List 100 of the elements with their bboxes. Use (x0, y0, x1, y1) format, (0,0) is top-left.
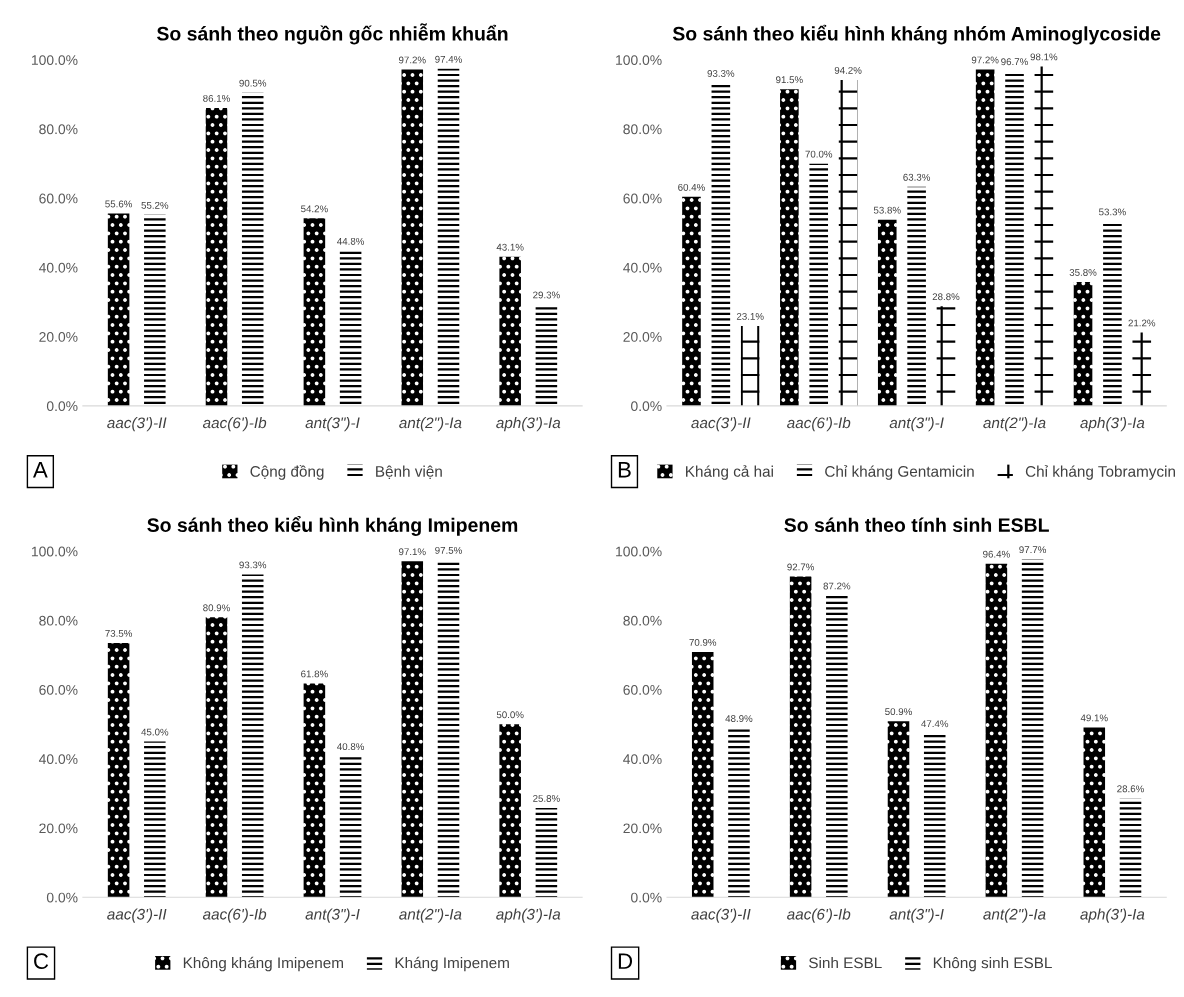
x-tick-label: aph(3')-Ia (496, 908, 561, 923)
data-label: 86.1% (203, 94, 230, 102)
bar (401, 69, 424, 406)
legend-label: Không kháng Imipenem (183, 956, 343, 972)
x-tick-label: aph(3')-Ia (1080, 908, 1145, 923)
data-label: 21.2% (1128, 319, 1156, 327)
bar (711, 83, 731, 406)
bar (241, 574, 264, 898)
bar (1021, 559, 1044, 898)
bar (437, 559, 460, 898)
bar (401, 561, 424, 898)
y-tick-label: 40.0% (623, 262, 662, 273)
data-label: 48.9% (725, 715, 753, 722)
bar (780, 89, 799, 406)
y-tick-label: 80.0% (623, 124, 662, 135)
bar (838, 79, 858, 406)
bar (144, 214, 166, 406)
bar (826, 595, 848, 898)
bar (144, 741, 166, 898)
data-label: 94.2% (834, 66, 862, 74)
bar (205, 107, 228, 406)
data-label: 97.2% (398, 56, 426, 64)
x-tick-label: ant(2")-Ia (983, 908, 1046, 923)
data-label: 55.2% (141, 201, 169, 209)
bar (740, 325, 760, 406)
data-label: 55.6% (105, 200, 133, 208)
data-label: 29.3% (533, 291, 560, 299)
data-label: 96.4% (983, 550, 1010, 558)
bar (535, 304, 558, 406)
x-tick-label: ant(3")-I (305, 908, 360, 923)
data-label: 28.8% (932, 293, 960, 301)
y-tick-label: 100.0% (31, 55, 78, 65)
bar (691, 651, 714, 898)
bar (1005, 71, 1024, 406)
legend-label: Cộng đồng (250, 464, 324, 480)
data-label: 91.5% (776, 76, 803, 84)
bar (682, 196, 701, 406)
data-label: 45.0% (141, 728, 169, 736)
bar (1119, 798, 1142, 898)
data-label: 53.8% (873, 206, 901, 214)
data-label: 97.7% (1019, 546, 1047, 554)
y-tick-label: 100.0% (31, 546, 78, 557)
x-tick-label: ant(2")-Ia (399, 908, 462, 923)
legend-label: Kháng Imipenem (395, 956, 509, 972)
y-tick-label: 0.0% (46, 892, 78, 903)
y-tick-label: 0.0% (631, 892, 662, 903)
x-tick-label: aac(3')-II (107, 908, 167, 923)
bar (789, 576, 812, 898)
data-label: 54.2% (301, 205, 328, 213)
y-tick-label: 40.0% (38, 262, 78, 273)
x-tick-label: aph(3')-Ia (496, 417, 561, 432)
data-label: 97.1% (398, 548, 426, 556)
data-label: 87.2% (823, 582, 851, 590)
data-label: 28.6% (1117, 785, 1144, 793)
y-tick-label: 0.0% (631, 401, 662, 412)
data-label: 97.4% (435, 55, 462, 63)
data-label: 43.1% (496, 243, 524, 251)
chart-title: So sánh theo kiểu hình kháng nhóm Aminoglycoside (672, 24, 1161, 45)
y-tick-label: 40.0% (623, 754, 662, 765)
y-tick-label: 20.0% (39, 332, 78, 342)
legend-label: Không sinh ESBL (933, 956, 1052, 972)
x-tick-label: aac(3')-II (691, 417, 751, 432)
bar (1103, 221, 1122, 406)
data-label: 70.0% (805, 150, 833, 158)
text: B (618, 462, 631, 478)
chart-title: So sánh theo nguồn gốc nhiễm khuẩn (156, 23, 508, 45)
x-tick-label: aph(3')-Ia (1080, 417, 1145, 432)
data-label: 47.4% (921, 720, 949, 728)
text: D (618, 953, 633, 969)
data-label: 80.9% (203, 604, 230, 612)
x-tick-label: aac(6')-Ib (202, 908, 267, 923)
y-tick-label: 60.0% (39, 684, 78, 695)
bar (339, 250, 362, 406)
y-tick-label: 20.0% (623, 823, 662, 834)
x-tick-label: aac(6')-Ib (787, 417, 851, 432)
data-label: 96.7% (1001, 58, 1028, 66)
bar (303, 683, 326, 898)
data-label: 93.3% (239, 561, 267, 569)
x-tick-label: ant(3")-I (889, 417, 944, 432)
data-label: 50.0% (496, 711, 524, 719)
x-tick-label: aac(3')-II (107, 417, 167, 432)
bar (975, 69, 995, 406)
bar (339, 756, 362, 898)
bar (437, 68, 460, 406)
y-tick-label: 60.0% (623, 193, 662, 204)
y-tick-label: 0.0% (46, 401, 78, 412)
bar (728, 728, 750, 898)
data-label: 98.1% (1030, 53, 1058, 61)
y-tick-label: 100.0% (616, 546, 662, 557)
bar (887, 721, 910, 898)
data-label: 93.3% (707, 70, 735, 77)
bar (303, 218, 326, 406)
data-label: 50.9% (885, 708, 912, 716)
data-label: 35.8% (1069, 269, 1097, 276)
legend-label: Bệnh viện (376, 465, 442, 480)
bar (499, 256, 521, 406)
data-label: 25.8% (533, 795, 560, 802)
bar (535, 808, 558, 898)
y-tick-label: 20.0% (623, 332, 662, 342)
bar (936, 306, 956, 406)
